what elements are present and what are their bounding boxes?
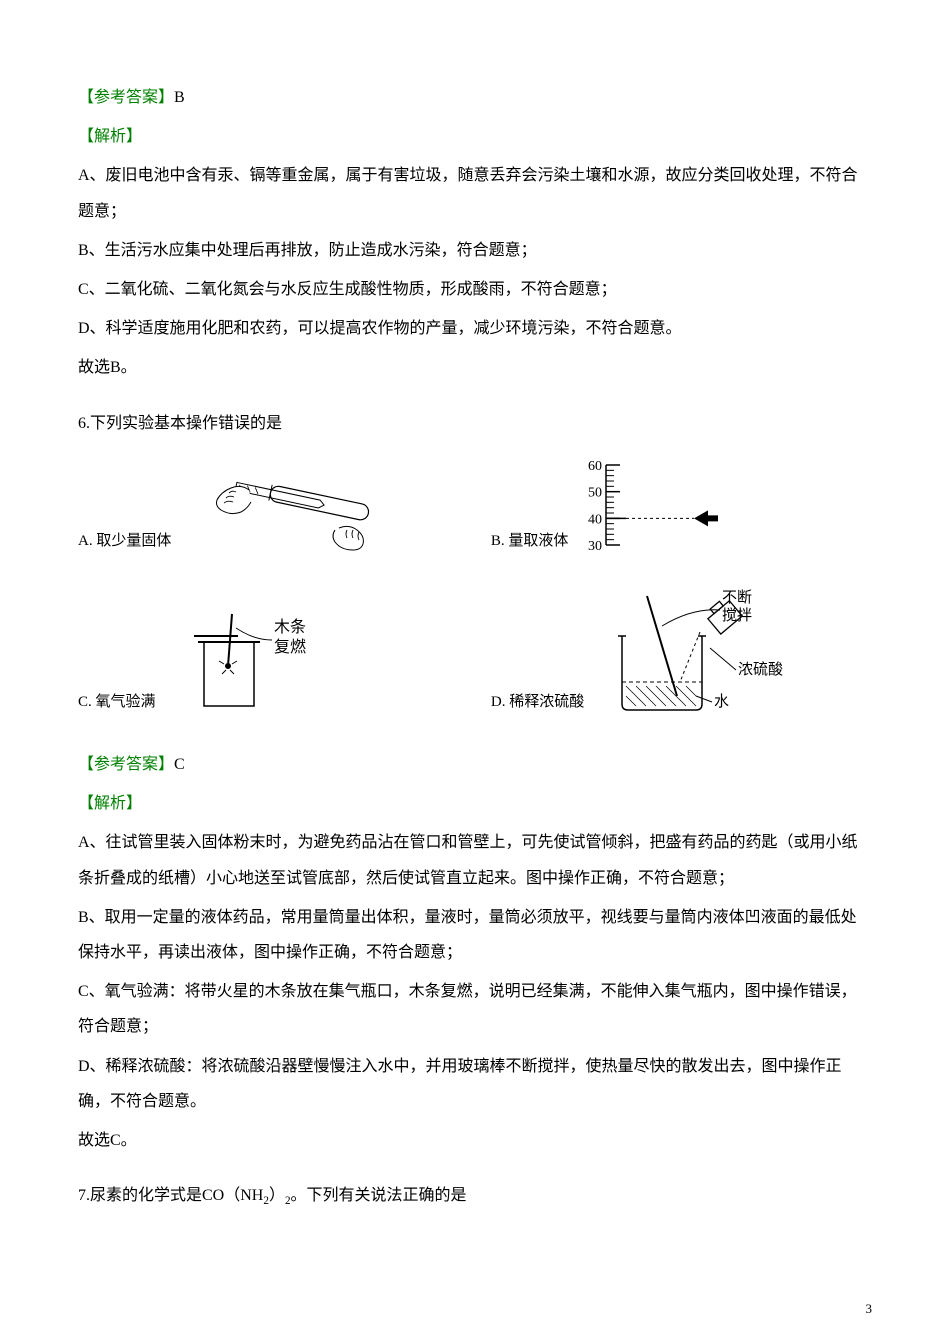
option-b-label: B. 量取液体 [491, 525, 569, 568]
q5-detail-d: D、科学适度施用化肥和农药，可以提高农作物的产量，减少环境污染，不符合题意。 [78, 311, 872, 346]
answer-value: C [174, 756, 185, 773]
q7-stem: 7.尿素的化学式是CO（NH2）2。下列有关说法正确的是 [78, 1178, 872, 1214]
option-c-label: C. 氧气验满 [78, 686, 156, 729]
figure-d: 不断 搅拌 浓硫酸 水 [592, 586, 792, 729]
q5-detail-b: B、生活污水应集中处理后再排放，防止造成水污染，符合题意； [78, 233, 872, 268]
q5-analysis-label: 【解析】 [78, 119, 872, 154]
q6-option-d: D. 稀释浓硫酸 [491, 586, 872, 729]
q6-answer-line: 【参考答案】C [78, 747, 872, 782]
figd-stir2: 搅拌 [722, 607, 752, 624]
q6-analysis-label: 【解析】 [78, 786, 872, 821]
figure-b: 60 50 40 30 [576, 459, 721, 568]
detail-text: A、废旧电池中含有汞、镉等重金属，属于有害垃圾，随意丢弃会污染土壤和水源，故应分… [78, 167, 858, 219]
q5-detail-c: C、二氧化硫、二氧化氮会与水反应生成酸性物质，形成酸雨，不符合题意； [78, 272, 872, 307]
q7-mid: ） [269, 1187, 285, 1204]
q6-option-a: A. 取少量固体 [78, 460, 459, 568]
q6-option-c: C. 氧气验满 木条 复燃 [78, 606, 459, 729]
q5-detail-a: A、废旧电池中含有汞、镉等重金属，属于有害垃圾，随意丢弃会污染土壤和水源，故应分… [78, 158, 872, 228]
q6-detail-c: C、氧气验满：将带火星的木条放在集气瓶口，木条复燃，说明已经集满，不能伸入集气瓶… [78, 974, 872, 1044]
figd-acid: 浓硫酸 [738, 661, 783, 678]
figd-stir1: 不断 [722, 589, 752, 606]
q7-suffix: 。下列有关说法正确的是 [291, 1187, 467, 1204]
figure-a [179, 460, 379, 568]
q6-stem: 6.下列实验基本操作错误的是 [78, 406, 872, 441]
q6-conclusion: 故选C。 [78, 1123, 872, 1158]
answer-label: 【参考答案】 [78, 89, 174, 106]
figd-water: 水 [714, 693, 729, 710]
figc-label2: 复燃 [274, 638, 306, 656]
analysis-label: 【解析】 [78, 128, 142, 145]
q5-answer-line: 【参考答案】B [78, 80, 872, 115]
option-d-label: D. 稀释浓硫酸 [491, 686, 584, 729]
page-number: 3 [866, 1295, 873, 1324]
figc-label1: 木条 [274, 618, 306, 636]
option-a-label: A. 取少量固体 [78, 525, 171, 568]
answer-label: 【参考答案】 [78, 756, 174, 773]
svg-text:50: 50 [588, 485, 602, 500]
q6-row-cd: C. 氧气验满 木条 复燃 D. 稀释浓硫酸 [78, 586, 872, 729]
q6-detail-d: D、稀释浓硫酸：将浓硫酸沿器壁慢慢注入水中，并用玻璃棒不断搅拌，使热量尽快的散发… [78, 1049, 872, 1119]
q7-prefix: 7.尿素的化学式是CO（NH [78, 1187, 263, 1204]
figure-c: 木条 复燃 [164, 606, 344, 729]
analysis-label: 【解析】 [78, 795, 142, 812]
svg-text:30: 30 [588, 539, 602, 554]
q6-option-b: B. 量取液体 60 50 40 30 [491, 459, 872, 568]
q6-detail-b: B、取用一定量的液体药品，常用量筒量出体积，量液时，量筒必须放平，视线要与量筒内… [78, 900, 872, 970]
q5-conclusion: 故选B。 [78, 350, 872, 385]
svg-text:60: 60 [588, 459, 602, 474]
answer-value: B [174, 89, 185, 106]
q6-detail-a: A、往试管里装入固体粉末时，为避免药品沾在管口和管壁上，可先使试管倾斜，把盛有药… [78, 825, 872, 895]
q6-row-ab: A. 取少量固体 [78, 459, 872, 568]
svg-text:40: 40 [588, 512, 602, 527]
